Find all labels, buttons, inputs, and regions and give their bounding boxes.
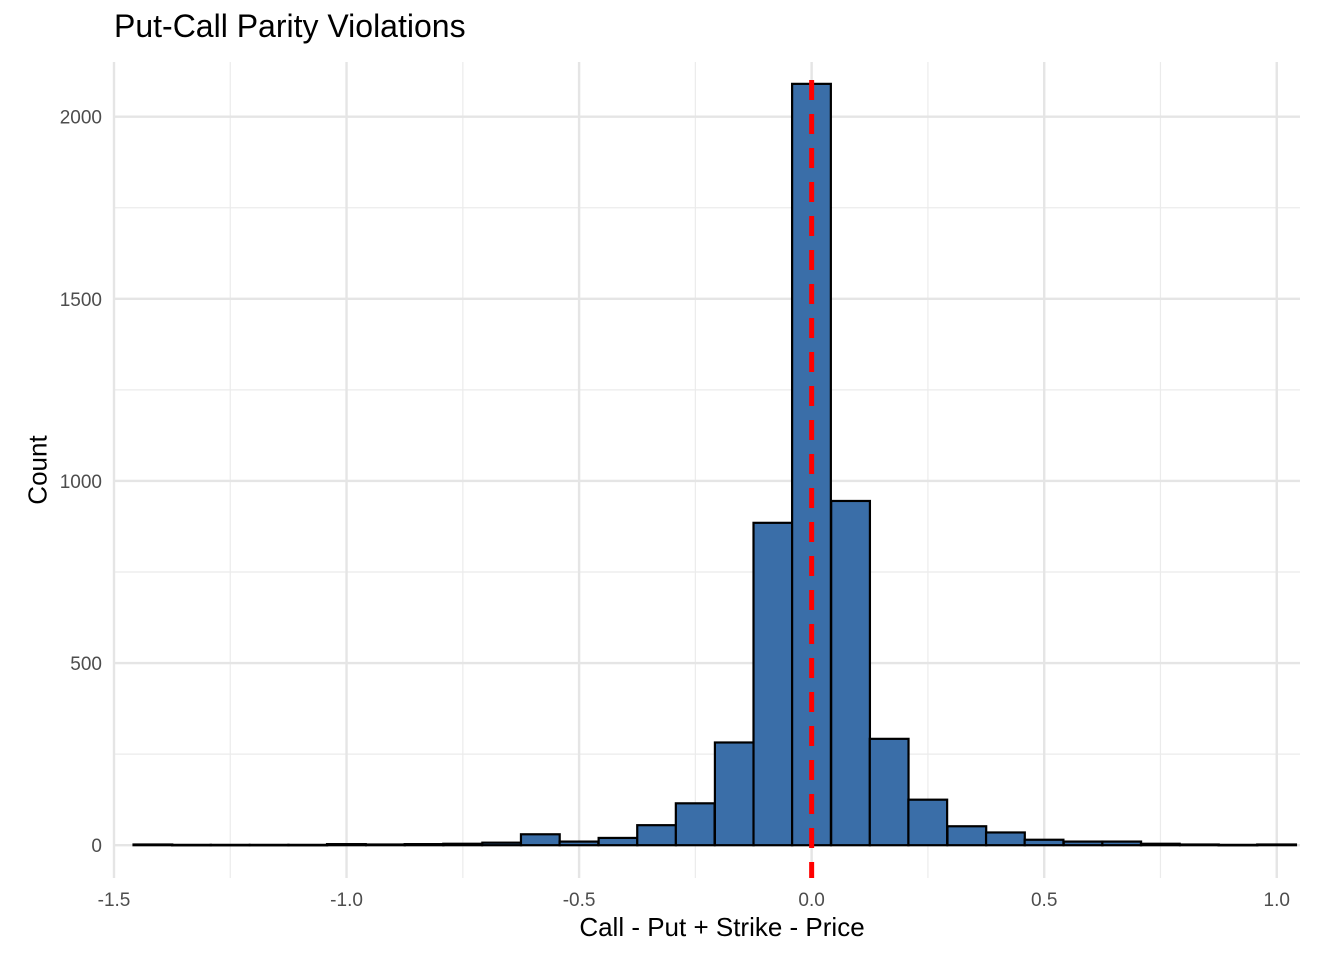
y-tick-label: 1000 bbox=[60, 472, 102, 493]
histogram-bar bbox=[868, 737, 910, 847]
histogram-bar bbox=[1101, 840, 1143, 847]
histogram-bar bbox=[674, 802, 716, 847]
y-tick-label: 0 bbox=[91, 836, 102, 857]
histogram-bar bbox=[171, 843, 212, 847]
histogram-bar bbox=[1178, 843, 1220, 847]
y-tick-label: 500 bbox=[70, 654, 102, 675]
histogram-bar bbox=[132, 843, 174, 847]
y-tick-label: 1500 bbox=[60, 290, 102, 311]
x-tick-label: -1.5 bbox=[98, 890, 131, 911]
y-tick-label: 2000 bbox=[60, 108, 102, 129]
x-tick-label: 1.0 bbox=[1264, 890, 1290, 911]
x-tick-label: -0.5 bbox=[563, 890, 596, 911]
x-tick-label: 0.5 bbox=[1031, 890, 1057, 911]
chart-title: Put-Call Parity Violations bbox=[114, 8, 466, 44]
histogram-bar bbox=[830, 499, 872, 847]
histogram-bar bbox=[752, 521, 794, 847]
histogram-bar bbox=[636, 824, 678, 847]
histogram-bar bbox=[1217, 843, 1259, 847]
histogram-bar bbox=[597, 836, 639, 847]
histogram-bar bbox=[481, 841, 523, 847]
histogram-bar bbox=[946, 825, 988, 847]
histogram-bar bbox=[713, 741, 755, 847]
histogram-bar bbox=[287, 843, 329, 847]
histogram-bar bbox=[1256, 843, 1298, 847]
y-axis-label: Count bbox=[22, 435, 53, 505]
histogram-bar bbox=[403, 843, 445, 847]
histogram-bar bbox=[248, 843, 290, 847]
x-axis-label: Call - Put + Strike - Price bbox=[579, 912, 865, 942]
histogram-bar bbox=[519, 833, 561, 847]
x-tick-label: 0.0 bbox=[798, 890, 824, 911]
histogram-bar bbox=[1062, 840, 1104, 847]
histogram-bar bbox=[984, 831, 1026, 847]
histogram-bar bbox=[1139, 842, 1181, 847]
x-tick-label: -1.0 bbox=[330, 890, 363, 911]
histogram-bar bbox=[364, 843, 406, 847]
histogram-bar bbox=[442, 842, 484, 847]
histogram-bar bbox=[325, 843, 367, 847]
histogram-bar bbox=[907, 798, 949, 847]
histogram-bar bbox=[209, 843, 251, 847]
histogram-bar bbox=[558, 840, 600, 847]
histogram-bar bbox=[1023, 838, 1065, 847]
